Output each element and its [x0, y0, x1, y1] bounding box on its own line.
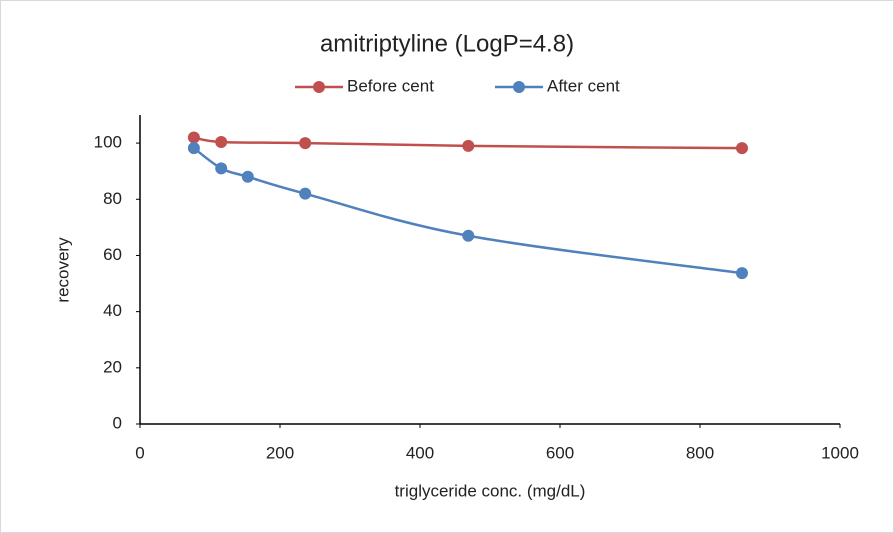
- legend-marker: [313, 81, 325, 93]
- legend-label: After cent: [547, 76, 620, 95]
- data-point: [736, 142, 748, 155]
- chart-title: amitriptyline (LogP=4.8): [320, 30, 574, 57]
- data-point: [215, 135, 228, 148]
- x-tick-label: 800: [686, 443, 714, 462]
- x-tick-label: 0: [135, 443, 144, 462]
- data-point: [736, 267, 748, 280]
- x-axis-label: triglyceride conc. (mg/dL): [395, 481, 586, 500]
- y-tick-label: 80: [103, 189, 122, 208]
- data-point: [462, 229, 475, 242]
- data-point: [462, 139, 475, 152]
- x-tick-label: 600: [546, 443, 574, 462]
- y-tick-label: 0: [113, 413, 122, 432]
- x-tick-label: 1000: [821, 443, 859, 462]
- y-tick-label: 20: [103, 357, 122, 376]
- x-tick-label: 200: [266, 443, 294, 462]
- x-tick-label: 400: [406, 443, 434, 462]
- legend-marker: [513, 81, 525, 93]
- y-tick-label: 40: [103, 301, 122, 320]
- data-point: [187, 142, 200, 155]
- y-axis-label: recovery: [53, 237, 72, 303]
- data-point: [215, 162, 228, 175]
- data-point: [241, 170, 254, 183]
- y-tick-label: 100: [94, 133, 122, 152]
- data-point: [299, 187, 312, 200]
- data-point: [187, 131, 200, 144]
- data-point: [299, 137, 312, 150]
- y-tick-label: 60: [103, 245, 122, 264]
- legend-label: Before cent: [347, 76, 434, 95]
